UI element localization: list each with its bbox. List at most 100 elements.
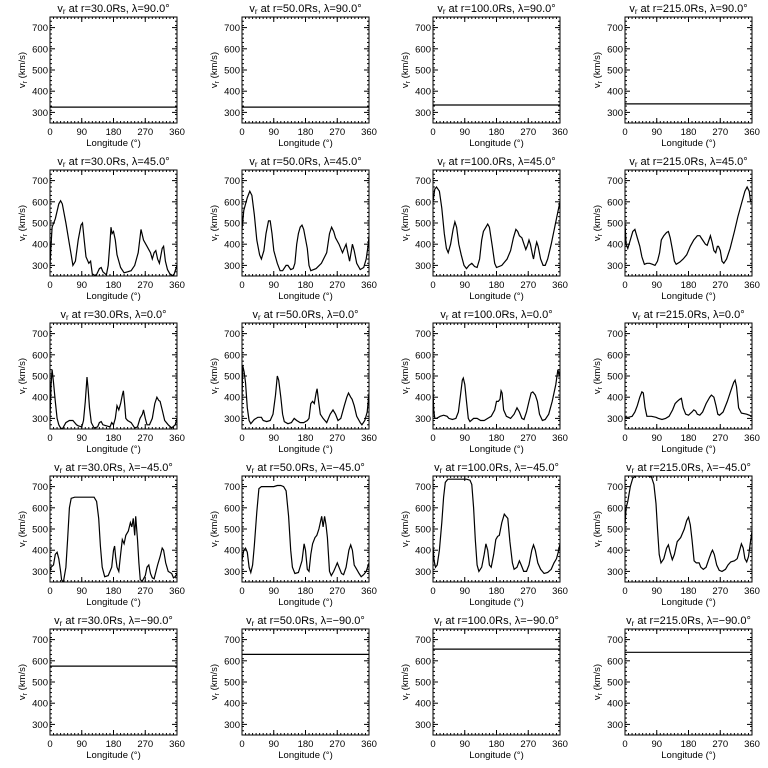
title-text: at r=50.0Rs, λ=0.0° [261,309,359,321]
y-tick-label: 500 [415,66,431,77]
y-tick-label: 600 [224,656,240,667]
y-tick-label: 400 [607,393,623,404]
panel-title: vr at r=100.0Rs, λ=0.0° [440,309,552,322]
panel-title: vr at r=215.0Rs, λ=−90.0° [626,615,751,628]
y-label-quantity: v [592,83,603,88]
x-axis-label: Longitude (°) [469,597,524,608]
y-label-units: (km/s) [592,205,603,234]
title-text: at r=50.0Rs, λ=−90.0° [254,615,365,627]
y-label-subscript: r [405,233,412,236]
y-label-subscript: r [22,233,29,236]
panel: vr at r=100.0Rs, λ=45.0°0 90 180 270 3603004… [400,156,568,302]
series-line [50,369,177,429]
x-axis-label: Longitude (°) [278,750,333,761]
y-tick-label: 700 [32,635,48,646]
y-tick-label: 600 [224,197,240,208]
title-text: at r=215.0Rs, λ=45.0° [637,156,747,168]
x-axis-label: Longitude (°) [278,138,333,149]
y-label-subscript: r [214,539,221,542]
panel: vr at r=215.0Rs, λ=0.0°0 90 180 270 36030040… [592,309,760,455]
x-axis-label: Longitude (°) [86,597,141,608]
panel: vr at r=100.0Rs, λ=0.0°0 90 180 270 36030040… [400,309,568,455]
y-tick-label: 400 [224,240,240,251]
x-tick-label: 360 [744,280,760,291]
x-tick-label: 270 [329,433,345,444]
y-label-quantity: v [209,236,220,241]
y-tick-label: 400 [415,546,431,557]
title-quantity: v [249,156,255,168]
x-tick-label: 0 [430,433,435,444]
y-tick-label: 700 [32,329,48,340]
y-tick-label: 400 [607,240,623,251]
title-quantity: v [54,615,60,627]
y-tick-label: 300 [32,414,48,425]
x-axis-label: Longitude (°) [86,444,141,455]
y-label-subscript: r [405,539,412,542]
series-line [242,484,369,578]
y-tick-label: 600 [32,656,48,667]
title-text: at r=215.0Rs, λ=90.0° [637,3,747,15]
y-label-units: (km/s) [17,664,28,693]
title-text: at r=50.0Rs, λ=45.0° [258,156,362,168]
panel: vr at r=30.0Rs, λ=−90.0°0 90 180 270 3603004… [17,615,185,761]
x-tick-label: 0 [430,127,435,138]
x-axis-label: Longitude (°) [278,291,333,302]
y-label-subscript: r [597,80,604,83]
y-label-subscript: r [597,386,604,389]
y-tick-label: 500 [32,66,48,77]
x-tick-label: 180 [489,739,505,750]
title-subscript: r [446,313,449,322]
panel: vr at r=215.0Rs, λ=45.0°0 90 180 270 3603004… [592,156,760,302]
x-tick-label: 90 [459,433,470,444]
plot-frame [624,169,753,277]
title-quantity: v [249,3,255,15]
x-tick-label: 270 [520,280,536,291]
y-tick-label: 300 [607,567,623,578]
y-label-quantity: v [400,236,411,241]
x-tick-label: 0 [430,280,435,291]
x-tick-label: 360 [361,433,377,444]
y-tick-label: 600 [224,503,240,514]
y-tick-label: 600 [607,350,623,361]
x-axis-label: Longitude (°) [278,597,333,608]
panel: vr at r=215.0Rs, λ=−90.0°0 90 180 270 360300… [592,615,760,761]
x-tick-label: 360 [169,586,185,597]
x-tick-label: 90 [76,127,87,138]
series-line [433,185,560,270]
x-tick-label: 270 [329,127,345,138]
series-line [242,365,369,426]
title-subscript: r [635,160,638,169]
y-tick-label: 700 [607,23,623,34]
x-tick-label: 360 [552,586,568,597]
y-tick-label: 600 [415,503,431,514]
x-tick-label: 360 [744,739,760,750]
y-tick-label: 400 [224,87,240,98]
plot-frame [241,475,370,583]
y-label-units: (km/s) [400,358,411,387]
y-tick-label: 500 [607,525,623,536]
y-tick-label: 300 [32,108,48,119]
plot-frame [624,475,753,583]
x-tick-label: 0 [47,433,52,444]
panel: vr at r=30.0Rs, λ=−45.0°0 90 180 270 3603004… [17,462,185,608]
x-tick-label: 180 [106,739,122,750]
y-tick-label: 300 [607,414,623,425]
panel-title: vr at r=215.0Rs, λ=0.0° [632,309,744,322]
x-axis-label: Longitude (°) [278,444,333,455]
y-tick-label: 700 [32,176,48,187]
series-line [625,185,752,267]
title-text: at r=215.0Rs, λ=0.0° [641,309,745,321]
title-text: at r=30.0Rs, λ=−45.0° [62,462,173,474]
title-text: at r=215.0Rs, λ=−45.0° [634,462,751,474]
panel-title: vr at r=50.0Rs, λ=−90.0° [246,615,365,628]
panel: vr at r=100.0Rs, λ=90.0°0 90 180 270 3603004… [400,3,568,149]
y-label-units: (km/s) [17,205,28,234]
panel-title: vr at r=30.0Rs, λ=90.0° [57,3,169,16]
x-axis-label: Longitude (°) [661,444,716,455]
x-tick-label: 90 [459,280,470,291]
x-tick-label: 360 [169,433,185,444]
title-quantity: v [626,462,632,474]
title-text: at r=100.0Rs, λ=−90.0° [442,615,559,627]
title-subscript: r [443,160,446,169]
y-tick-label: 300 [607,108,623,119]
